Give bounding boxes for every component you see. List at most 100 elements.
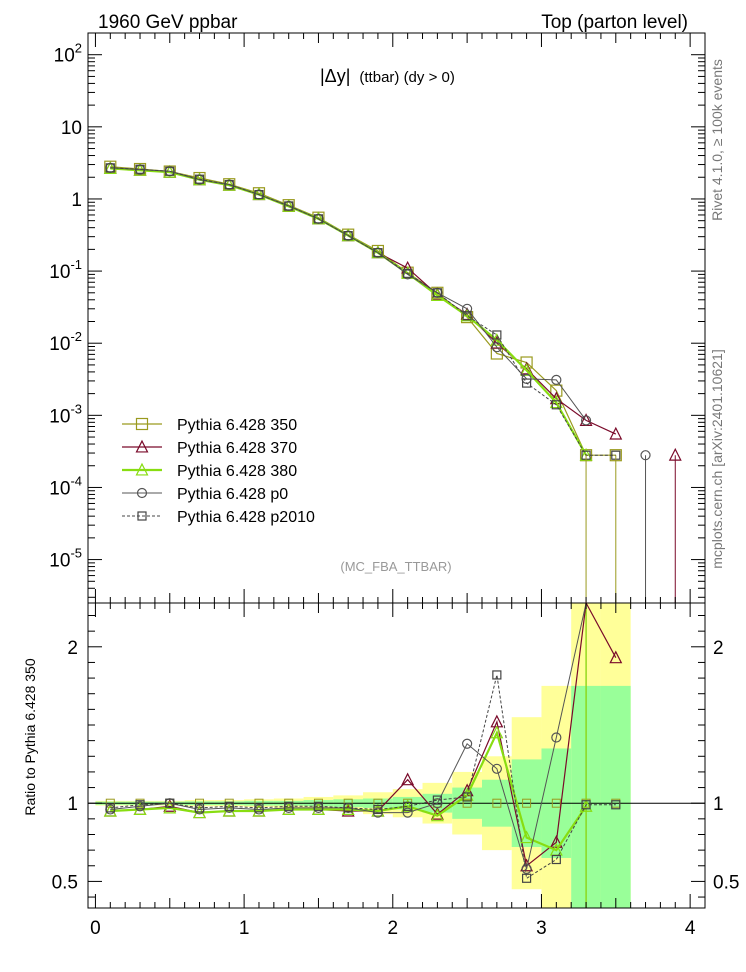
p380-point (549, 395, 563, 409)
ratio-series (103, 601, 623, 908)
p2010-point (284, 201, 294, 211)
p2010-point (224, 180, 234, 190)
x-tick-label: 1 (239, 918, 250, 939)
x-tick-label: 4 (685, 918, 696, 939)
legend-marker-p380 (135, 462, 149, 476)
p350-ratio-point (254, 798, 264, 808)
p2010-point (492, 330, 502, 340)
p2010-point (194, 174, 205, 184)
legend-label-p350: Pythia 6.428 350 (177, 417, 297, 434)
y-tick-label: 10-3 (49, 401, 82, 427)
p2010-ratio-point (403, 801, 413, 811)
p0-ratio-point (402, 807, 413, 818)
p2010-ratio-point (135, 800, 145, 810)
p370-point (609, 426, 623, 440)
ratio-ylabel: Ratio to Pythia 6.428 350 (22, 658, 38, 815)
ratio-bands (88, 603, 705, 908)
p2010-point (403, 268, 413, 278)
p380-ratio-point (103, 803, 117, 817)
ratio-plot-frame (87, 602, 706, 909)
p0-ratio-point (551, 732, 562, 743)
ratio-y-tick-label-right: 2 (713, 638, 724, 659)
rivet-label: Rivet 4.1.0, ≥ 100k events (709, 59, 725, 221)
p380-point (490, 332, 504, 346)
p370-ratio-point (549, 835, 563, 848)
p2010-ratio-point (611, 800, 621, 810)
x-tick-label: 2 (387, 918, 398, 939)
p380-point (520, 363, 534, 376)
legend-marker-p350 (135, 417, 149, 431)
p370-line (110, 168, 675, 455)
p350-ratio-point (492, 798, 502, 808)
p2010-point (521, 378, 532, 388)
p380-ratio-point (430, 808, 444, 822)
p2010-point (432, 288, 442, 298)
p2010-point (105, 163, 115, 173)
p0-ratio-point (462, 738, 473, 749)
ratio-y-tick-label-right: 1 (713, 794, 724, 815)
p370-ratio-point (401, 772, 415, 786)
p350-ratio-point (551, 798, 561, 808)
x-tick-label: 3 (536, 918, 547, 939)
p0-point (491, 342, 502, 353)
legend-label-p370: Pythia 6.428 370 (177, 440, 297, 457)
main-plot-axes: 102 10 1 10-1 10-2 10-3 10-4 10-5 (49, 32, 705, 603)
legend: Pythia 6.428 350 Pythia 6.428 370 Pythia 6… (122, 417, 315, 526)
p350-point (520, 356, 533, 369)
p380-ratio-point (341, 802, 355, 816)
mcplots-label: mcplots.cern.ch [arXiv:2401.10621] (709, 349, 725, 568)
p2010-point (373, 248, 383, 258)
legend-marker-p370 (135, 439, 149, 453)
y-tick-label: 102 (54, 41, 82, 67)
p2010-ratio-point (284, 801, 294, 811)
legend-label-p380: Pythia 6.428 380 (177, 463, 297, 480)
p0-line (110, 168, 645, 455)
p380-ratio-line (110, 729, 588, 852)
y-tick-label: 10 (61, 118, 82, 139)
p0-ratio-point (521, 863, 532, 874)
p380-ratio-point (252, 803, 266, 817)
p2010-point (135, 164, 145, 174)
p2010-ratio-point (165, 798, 175, 808)
p0-point (462, 303, 473, 314)
header-left: 1960 GeV ppbar (98, 12, 238, 33)
p380-line (110, 167, 588, 456)
p2010-ratio-point (224, 801, 234, 811)
p2010-ratio-point (254, 803, 264, 813)
ratio-y-tick-label: 1 (67, 794, 78, 815)
p2010-ratio-point (492, 670, 502, 680)
y-tick-label: 1 (71, 190, 82, 211)
p2010-ratio-point (462, 792, 472, 802)
p380-point (222, 177, 236, 191)
p2010-ratio-line (110, 674, 616, 880)
p350-ratio-point (373, 798, 383, 808)
p0-ratio-line (110, 602, 587, 871)
ratio-y-tick-label-right: 0.5 (713, 872, 739, 893)
header-right: Top (parton level) (541, 12, 688, 33)
p0-point (551, 374, 562, 385)
p2010-ratio-point (194, 803, 205, 813)
p380-ratio-point (371, 803, 385, 817)
p380-ratio-point (520, 830, 534, 844)
p380-ratio-point (311, 802, 325, 816)
p350-ratio-point (462, 798, 472, 808)
ratio-y-tick-label: 2 (67, 638, 78, 659)
p380-point (460, 308, 474, 322)
p2010-point (254, 189, 264, 200)
y-tick-label: 10-4 (49, 473, 82, 499)
p2010-point (551, 400, 561, 410)
legend-marker-p2010 (137, 511, 147, 521)
ratio-axes: 0.5 0.5 1 1 2 2 0 1 2 3 4 (52, 602, 739, 939)
p2010-line (110, 167, 616, 456)
p350-ratio-point (343, 798, 353, 808)
p2010-ratio-point (343, 803, 353, 813)
p350-ratio-point (105, 798, 115, 808)
p350-line (110, 166, 616, 456)
p2010-ratio-point (313, 801, 324, 811)
p350-point (431, 286, 444, 299)
analysis-watermark: (MC_FBA_TTBAR) (340, 559, 451, 574)
p2010-ratio-point (551, 854, 561, 865)
p0-ratio-point (491, 763, 502, 774)
p380-point (282, 199, 296, 212)
p350-ratio-point (522, 798, 532, 808)
